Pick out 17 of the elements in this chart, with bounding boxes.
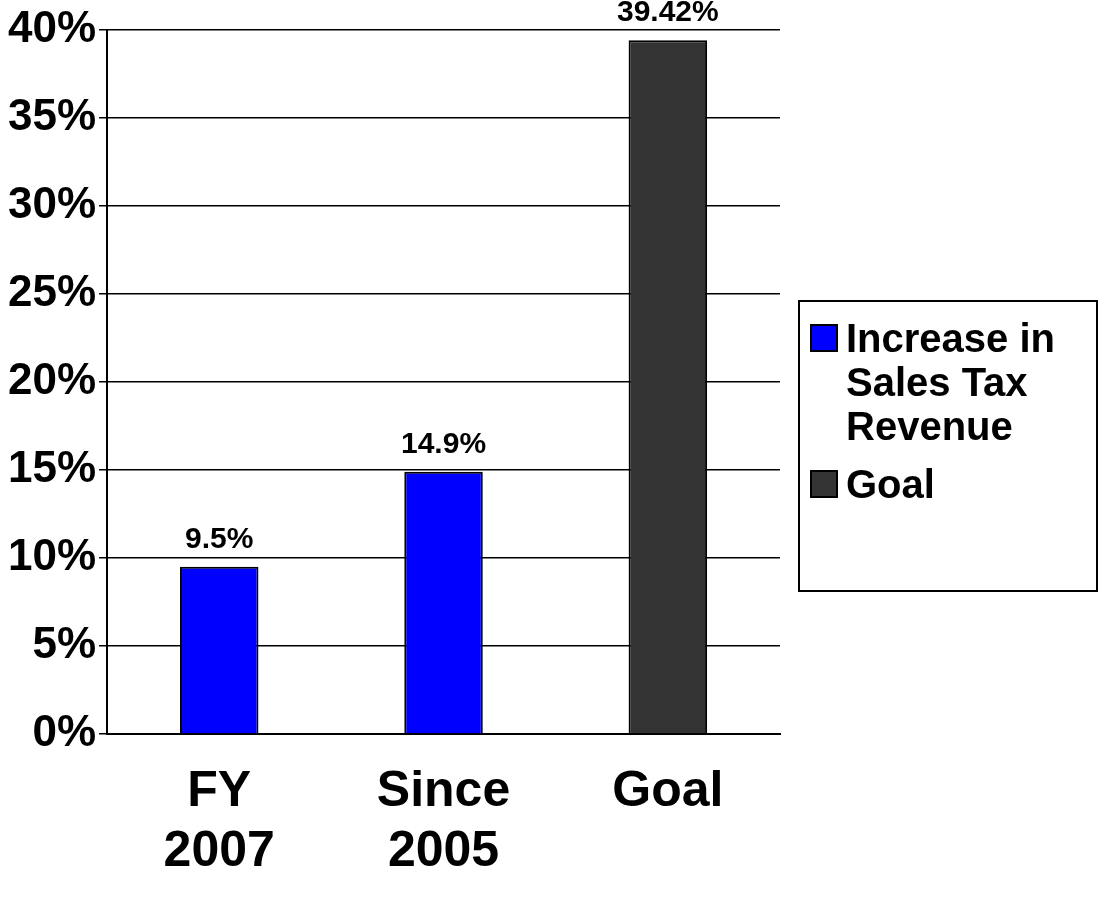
x-tick-label: Goal xyxy=(612,760,724,817)
y-tick-label: 0% xyxy=(32,706,97,756)
y-tick-label: 35% xyxy=(7,90,97,140)
y-tick-label: 10% xyxy=(7,530,97,580)
y-tick-label: 40% xyxy=(7,2,97,52)
y-tick-label: 15% xyxy=(7,442,97,492)
x-tick-label: FY 2007 xyxy=(163,760,275,877)
y-tick-label: 5% xyxy=(32,618,97,668)
legend-label: Increase in Sales Tax Revenue xyxy=(846,316,1056,448)
y-tick-label: 30% xyxy=(7,178,97,228)
y-tick-label: 20% xyxy=(7,354,97,404)
data-label: 9.5% xyxy=(185,521,254,555)
legend-label: Goal xyxy=(846,462,935,506)
data-label: 14.9% xyxy=(400,426,487,460)
data-label: 39.42% xyxy=(616,0,719,28)
x-tick-label: Since 2005 xyxy=(376,760,511,877)
y-tick-label: 25% xyxy=(7,266,97,316)
